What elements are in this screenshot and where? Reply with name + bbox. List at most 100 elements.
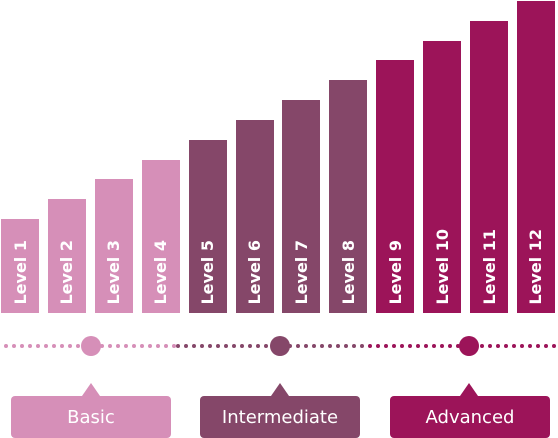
timeline-dot-52 [416, 344, 420, 348]
timeline-dot-39 [312, 344, 316, 348]
bar-level-5: Level 5 [188, 139, 227, 313]
tier-intermediate-label: Intermediate [221, 406, 339, 428]
timeline-dot-57 [456, 344, 460, 348]
timeline-dot-47 [376, 344, 380, 348]
timeline-dot-64 [512, 344, 516, 348]
timeline-dot-32 [256, 344, 260, 348]
tier-intermediate-pointer [271, 383, 289, 396]
tier-advanced-label: Advanced [425, 406, 515, 428]
timeline-dot-20 [164, 344, 168, 348]
timeline-dot-0 [4, 344, 8, 348]
tier-advanced-pointer [460, 383, 478, 396]
bar-level-4-label: Level 4 [151, 240, 171, 305]
timeline-dot-56 [448, 344, 452, 348]
bar-level-3-label: Level 3 [104, 240, 124, 305]
bar-level-3: Level 3 [94, 179, 133, 313]
timeline-dot-8 [68, 344, 72, 348]
bar-level-2-label: Level 2 [57, 240, 77, 305]
timeline-dot-30 [240, 344, 244, 348]
timeline-dot-60 [480, 344, 484, 348]
bar-level-7-label: Level 7 [291, 240, 311, 305]
timeline-dot-68 [544, 344, 548, 348]
timeline-dot-17 [140, 344, 144, 348]
bar-level-10-label: Level 10 [432, 229, 452, 305]
bar-level-11: Level 11 [470, 20, 508, 313]
timeline-dot-28 [224, 344, 228, 348]
timeline-dot-29 [232, 344, 236, 348]
tier-intermediate-box: Intermediate [200, 396, 360, 438]
timeline-dot-13 [108, 344, 112, 348]
tier-basic-label: Basic [67, 406, 115, 428]
timeline-dot-55 [440, 344, 444, 348]
bar-level-6-label: Level 6 [245, 240, 264, 305]
timeline-dot-21 [172, 344, 176, 348]
timeline-dot-42 [336, 344, 340, 348]
timeline-dot-31 [248, 344, 252, 348]
timeline-dot-3 [28, 344, 32, 348]
timeline-dot-14 [116, 344, 120, 348]
timeline-dot-46 [368, 344, 372, 348]
timeline-dot-40 [320, 344, 324, 348]
timeline-dot-50 [400, 344, 404, 348]
timeline-dot-16 [132, 344, 136, 348]
bar-level-10: Level 10 [423, 40, 462, 313]
timeline-dot-26 [208, 344, 212, 348]
timeline-dot-2 [20, 344, 24, 348]
timeline-dot-45 [360, 344, 364, 348]
timeline-dot-6 [52, 344, 56, 348]
tier-basic-pointer [82, 383, 100, 396]
bar-level-8: Level 8 [329, 80, 368, 313]
tier-basic-box: Basic [11, 396, 171, 438]
bar-level-6: Level 6 [235, 119, 274, 313]
timeline-dot-67 [536, 344, 540, 348]
timeline-dot-49 [392, 344, 396, 348]
bar-level-11-label: Level 11 [479, 229, 499, 305]
timeline-dot-33 [264, 344, 268, 348]
timeline-dot-12 [100, 344, 104, 348]
timeline-dot-65 [520, 344, 524, 348]
timeline-dot-36 [288, 344, 292, 348]
timeline-dot-69 [552, 344, 556, 348]
bar-level-8-label: Level 8 [338, 240, 358, 305]
timeline-dot-54 [432, 344, 436, 348]
timeline-dot-61 [488, 344, 492, 348]
timeline-dot-63 [504, 344, 508, 348]
timeline-dot-48 [384, 344, 388, 348]
tier-advanced-box: Advanced [390, 396, 550, 438]
timeline-dot-37 [296, 344, 300, 348]
bar-level-2: Level 2 [47, 199, 86, 313]
timeline-dot-62 [496, 344, 500, 348]
timeline-dot-44 [352, 344, 356, 348]
timeline-dot-1 [12, 344, 16, 348]
timeline-dot-51 [408, 344, 412, 348]
bar-level-1-label: Level 1 [10, 240, 30, 305]
bar-level-12-label: Level 12 [526, 229, 546, 305]
timeline-dot-5 [44, 344, 48, 348]
timeline-dot-24 [192, 344, 196, 348]
bar-level-7: Level 7 [282, 100, 321, 313]
timeline-marker-intermediate [270, 336, 290, 356]
timeline-dot-9 [76, 344, 80, 348]
timeline-marker-basic [81, 336, 101, 356]
timeline-dot-27 [216, 344, 220, 348]
timeline-dot-19 [156, 344, 160, 348]
timeline-dot-66 [528, 344, 532, 348]
bar-level-5-label: Level 5 [198, 240, 218, 305]
timeline-dot-15 [124, 344, 128, 348]
timeline-dot-23 [184, 344, 188, 348]
timeline-dot-38 [304, 344, 308, 348]
timeline-dot-4 [36, 344, 40, 348]
timeline-dot-43 [344, 344, 348, 348]
bar-level-12: Level 12 [516, 1, 555, 313]
timeline-dot-53 [424, 344, 428, 348]
bar-level-4: Level 4 [141, 159, 180, 313]
bar-level-9-label: Level 9 [385, 240, 405, 305]
timeline-dot-22 [176, 344, 180, 348]
bar-level-1: Level 1 [1, 219, 39, 313]
timeline-dot-41 [328, 344, 332, 348]
timeline-dot-25 [200, 344, 204, 348]
bar-level-9: Level 9 [376, 60, 415, 313]
timeline-dot-18 [148, 344, 152, 348]
timeline-dot-7 [60, 344, 64, 348]
